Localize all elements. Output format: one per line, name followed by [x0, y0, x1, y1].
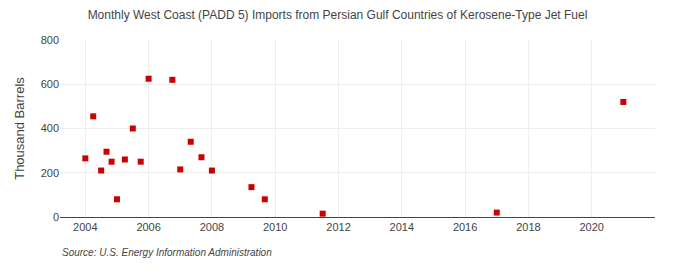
svg-text:2016: 2016 — [453, 221, 477, 233]
svg-text:400: 400 — [41, 122, 59, 134]
svg-text:2018: 2018 — [516, 221, 540, 233]
svg-text:Monthly West Coast (PADD 5) Im: Monthly West Coast (PADD 5) Imports from… — [88, 8, 588, 22]
svg-text:Thousand Barrels: Thousand Barrels — [12, 77, 27, 180]
svg-text:2006: 2006 — [136, 221, 160, 233]
svg-text:Source: U.S. Energy Informatio: Source: U.S. Energy Information Administ… — [62, 247, 272, 258]
svg-text:2014: 2014 — [390, 221, 414, 233]
svg-text:2008: 2008 — [200, 221, 224, 233]
svg-text:0: 0 — [53, 211, 59, 223]
svg-text:2010: 2010 — [263, 221, 287, 233]
svg-text:600: 600 — [41, 78, 59, 90]
svg-text:2012: 2012 — [326, 221, 350, 233]
svg-text:2020: 2020 — [579, 221, 603, 233]
svg-text:2004: 2004 — [73, 221, 97, 233]
svg-text:200: 200 — [41, 167, 59, 179]
svg-text:800: 800 — [41, 34, 59, 46]
